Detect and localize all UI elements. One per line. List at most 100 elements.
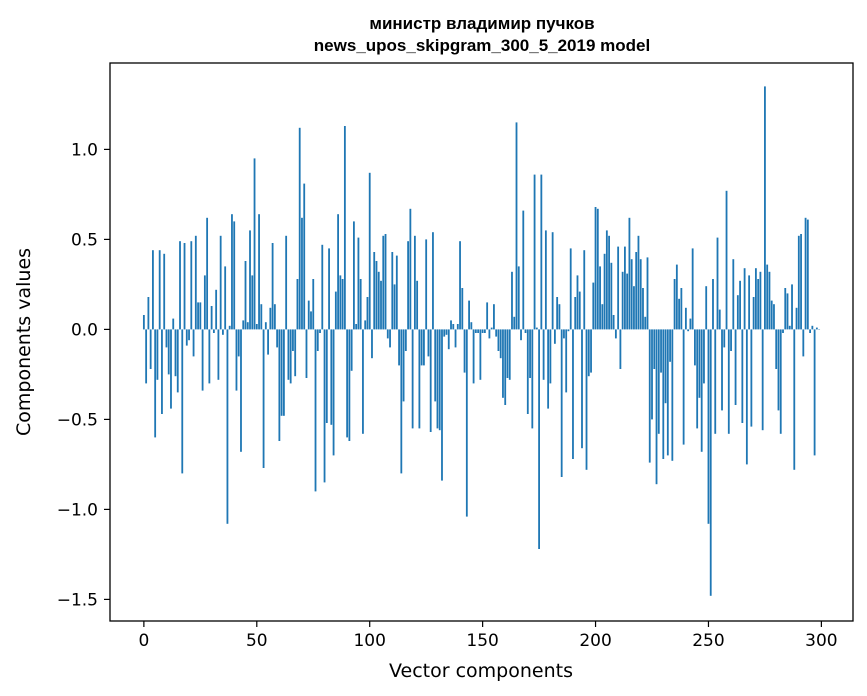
bar bbox=[350, 329, 353, 371]
bar bbox=[244, 261, 247, 330]
x-tick-label: 50 bbox=[246, 631, 268, 651]
bar bbox=[359, 279, 362, 330]
bar bbox=[289, 329, 292, 384]
bar bbox=[269, 307, 272, 330]
bar bbox=[813, 329, 816, 456]
bar bbox=[413, 235, 416, 330]
bar bbox=[757, 279, 760, 330]
bar bbox=[201, 329, 204, 391]
bar bbox=[549, 329, 552, 384]
bar bbox=[687, 329, 690, 332]
bar bbox=[691, 248, 694, 330]
bar bbox=[734, 329, 737, 405]
bar bbox=[165, 329, 168, 348]
bar bbox=[793, 329, 796, 470]
bar bbox=[222, 329, 224, 335]
bar bbox=[741, 329, 744, 423]
x-tick-label: 300 bbox=[805, 631, 837, 651]
bar bbox=[348, 329, 351, 441]
bar bbox=[454, 329, 457, 348]
bar bbox=[723, 329, 726, 348]
bar bbox=[493, 304, 495, 330]
bar bbox=[271, 243, 274, 330]
bar bbox=[513, 316, 516, 330]
bar bbox=[664, 329, 667, 404]
bar bbox=[612, 315, 615, 330]
bar bbox=[773, 304, 775, 330]
bar bbox=[212, 329, 215, 333]
bar bbox=[429, 329, 432, 432]
bar bbox=[666, 329, 669, 456]
bar bbox=[450, 320, 452, 330]
bar bbox=[642, 288, 644, 330]
bar bbox=[158, 250, 161, 330]
bar bbox=[520, 329, 522, 341]
bar bbox=[463, 329, 466, 373]
bar bbox=[603, 253, 606, 330]
bar bbox=[199, 302, 202, 330]
bar bbox=[587, 329, 590, 377]
bar bbox=[423, 329, 425, 366]
bar bbox=[393, 284, 396, 330]
bar bbox=[264, 322, 267, 330]
bar bbox=[529, 329, 531, 378]
bar bbox=[470, 322, 473, 330]
bar bbox=[353, 221, 355, 330]
bar bbox=[547, 329, 550, 409]
bar bbox=[782, 329, 784, 333]
bar bbox=[684, 307, 687, 330]
bar bbox=[761, 329, 764, 431]
bar bbox=[163, 253, 166, 330]
chart-title: министр владимир пучков bbox=[369, 14, 594, 33]
bar bbox=[456, 324, 459, 330]
bar bbox=[535, 327, 538, 330]
bar bbox=[596, 208, 599, 330]
bar bbox=[188, 329, 190, 341]
bar bbox=[334, 291, 337, 330]
bar bbox=[770, 300, 773, 330]
bar bbox=[700, 329, 703, 452]
bar bbox=[795, 307, 798, 330]
y-tick-label: −1.0 bbox=[57, 500, 98, 520]
bar bbox=[231, 214, 233, 330]
bar bbox=[786, 293, 789, 330]
bar bbox=[626, 273, 629, 330]
y-tick-label: 0.0 bbox=[71, 320, 98, 340]
bar bbox=[481, 329, 484, 333]
bar bbox=[314, 329, 317, 492]
bar bbox=[483, 329, 486, 333]
bar bbox=[479, 329, 482, 380]
bar bbox=[544, 230, 547, 330]
bar bbox=[764, 86, 766, 330]
bar bbox=[402, 329, 405, 402]
bar bbox=[802, 329, 805, 357]
bar bbox=[312, 279, 315, 330]
bar bbox=[560, 329, 563, 477]
bar bbox=[425, 239, 428, 330]
bar bbox=[366, 297, 369, 330]
bar bbox=[346, 329, 349, 438]
bar bbox=[371, 329, 373, 359]
bar bbox=[161, 329, 163, 414]
bar bbox=[766, 264, 769, 330]
bar bbox=[614, 329, 617, 339]
bar bbox=[465, 329, 468, 517]
bar bbox=[149, 329, 152, 369]
bar bbox=[569, 248, 572, 330]
bar bbox=[502, 329, 504, 398]
bar bbox=[655, 329, 658, 485]
bar bbox=[730, 329, 732, 351]
bar bbox=[282, 329, 285, 416]
bar bbox=[585, 329, 588, 470]
bar bbox=[474, 329, 477, 333]
bar bbox=[407, 241, 410, 330]
x-axis: 0 50 100 150 200 250 300 bbox=[138, 621, 838, 651]
bar bbox=[228, 325, 231, 330]
bar bbox=[671, 329, 674, 461]
bar bbox=[635, 252, 638, 330]
bar bbox=[411, 329, 414, 429]
bar bbox=[669, 329, 671, 362]
bar bbox=[542, 329, 545, 380]
bar bbox=[531, 329, 534, 429]
